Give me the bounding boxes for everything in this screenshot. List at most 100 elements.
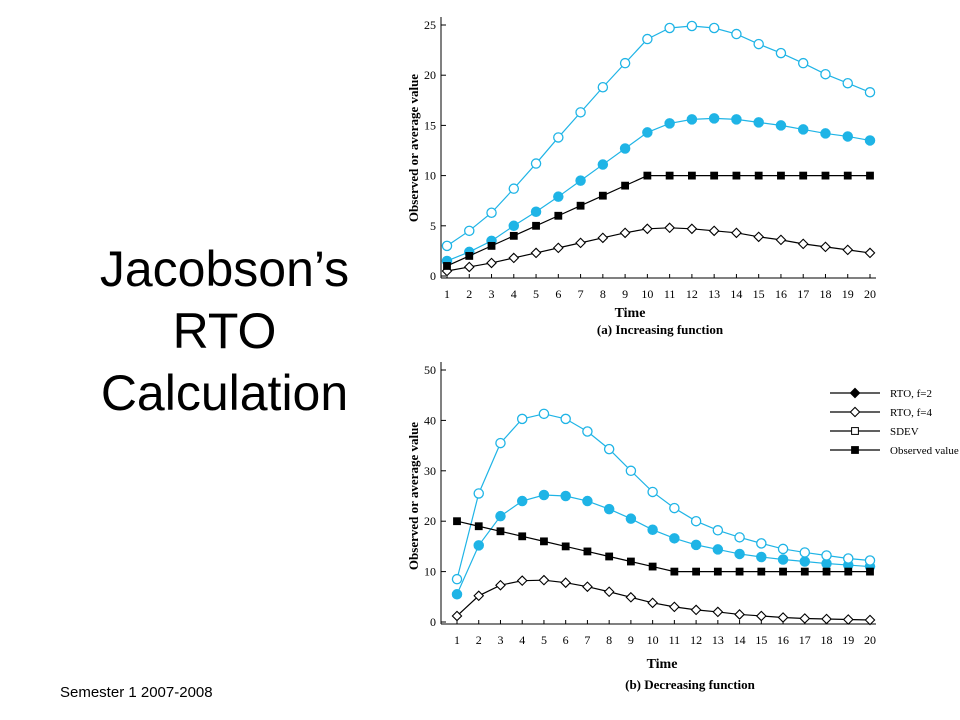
- slide-title-line-3: Calculation: [100, 365, 349, 421]
- y-tick-label: 25: [424, 18, 436, 32]
- data-point: [619, 227, 631, 239]
- y-tick-label: 20: [424, 68, 436, 82]
- data-point: [753, 231, 765, 243]
- x-tick-label: 5: [541, 633, 547, 647]
- data-point: [538, 574, 550, 586]
- data-point: [495, 437, 506, 449]
- data-point: [777, 171, 785, 180]
- data-point: [625, 591, 637, 603]
- x-tick-label: 7: [578, 287, 584, 301]
- data-point: [799, 613, 811, 624]
- data-point: [625, 465, 637, 477]
- x-tick-label: 6: [555, 287, 561, 301]
- data-point: [508, 183, 520, 194]
- y-tick-label: 10: [424, 169, 436, 183]
- x-tick-label: 12: [690, 633, 702, 647]
- data-point: [712, 606, 724, 618]
- y-tick-label: 40: [424, 413, 436, 427]
- x-tick-label: 2: [476, 633, 482, 647]
- data-point: [443, 262, 451, 270]
- x-tick-label: 5: [533, 287, 539, 301]
- x-tick-label: 11: [669, 633, 681, 647]
- chart-b-xlabel: Time: [647, 657, 678, 672]
- data-point: [775, 47, 787, 59]
- x-tick-label: 20: [864, 633, 876, 647]
- x-tick-label: 10: [647, 633, 659, 647]
- x-tick-label: 17: [797, 287, 809, 301]
- data-point: [712, 525, 724, 536]
- x-tick-label: 14: [734, 633, 746, 647]
- data-point: [690, 604, 702, 616]
- x-tick-label: 1: [444, 287, 450, 301]
- x-tick-label: 3: [489, 287, 495, 301]
- chart-b-series: [451, 408, 876, 626]
- data-point: [597, 232, 609, 244]
- data-point: [487, 241, 496, 250]
- x-tick-label: 16: [775, 287, 787, 301]
- data-point: [560, 490, 571, 502]
- data-point: [451, 610, 463, 622]
- series-line-open-diamond: [456, 579, 871, 621]
- x-tick-label: 10: [641, 287, 653, 301]
- chart-b-ylabel: Observed or average value: [406, 422, 421, 570]
- x-tick-label: 4: [519, 633, 525, 647]
- data-point: [597, 81, 609, 93]
- data-point: [864, 247, 876, 259]
- data-point: [575, 175, 586, 186]
- y-tick-label: 5: [430, 219, 436, 233]
- y-tick-label: 0: [430, 615, 436, 629]
- data-point: [797, 238, 809, 250]
- x-tick-label: 11: [664, 287, 676, 301]
- data-point: [864, 614, 876, 626]
- data-point: [453, 517, 461, 526]
- data-point: [821, 550, 832, 561]
- data-point: [530, 158, 542, 169]
- data-point: [575, 237, 586, 249]
- x-tick-label: 14: [730, 287, 742, 301]
- data-point: [538, 408, 550, 420]
- y-tick-label: 30: [424, 464, 436, 478]
- data-point: [603, 503, 615, 515]
- data-point: [713, 567, 722, 576]
- x-tick-label: 13: [708, 287, 720, 301]
- x-tick-label: 20: [864, 287, 876, 301]
- data-point: [686, 114, 698, 125]
- x-tick-label: 8: [606, 633, 612, 647]
- data-point: [690, 515, 702, 527]
- x-tick-label: 1: [454, 633, 460, 647]
- slide-title-line-2: RTO: [172, 303, 277, 359]
- data-point: [734, 609, 745, 620]
- data-point: [844, 567, 853, 576]
- legend2-marker: [849, 406, 861, 418]
- data-point: [598, 191, 607, 200]
- y-tick-label: 0: [430, 269, 436, 283]
- data-point: [647, 597, 659, 609]
- data-point: [731, 28, 742, 40]
- data-point: [532, 221, 540, 230]
- x-tick-label: 15: [753, 287, 765, 301]
- data-point: [486, 257, 497, 269]
- data-point: [866, 567, 874, 576]
- data-point: [690, 539, 702, 551]
- x-tick-label: 12: [686, 287, 698, 301]
- data-point: [474, 522, 483, 531]
- x-tick-label: 4: [511, 287, 517, 301]
- data-point: [647, 486, 658, 498]
- data-point: [775, 120, 787, 131]
- slide-footer: Semester 1 2007-2008: [60, 684, 213, 701]
- legend2-label: SDEV: [890, 426, 919, 438]
- data-point: [670, 567, 679, 576]
- data-point: [664, 22, 675, 34]
- data-point: [842, 131, 853, 142]
- data-point: [516, 575, 528, 587]
- x-tick-label: 8: [600, 287, 606, 301]
- data-point: [708, 22, 720, 34]
- data-point: [643, 171, 652, 180]
- data-point: [441, 240, 453, 252]
- legend2-marker: [851, 446, 859, 454]
- data-point: [708, 225, 720, 237]
- data-point: [687, 171, 696, 180]
